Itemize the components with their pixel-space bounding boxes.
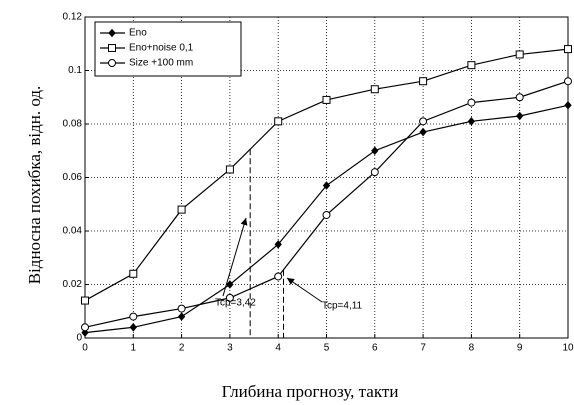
- y-tick-label: 0.02: [63, 279, 83, 290]
- data-point: [225, 165, 234, 174]
- data-point: [516, 111, 524, 121]
- y-tick-label: 0.04: [63, 226, 83, 237]
- legend-label: Eno+noise 0,1: [129, 43, 194, 54]
- x-axis-label: Глибина прогнозу, такти: [222, 382, 399, 401]
- plot-frame: [84, 16, 569, 339]
- y-tick-label: 0: [76, 333, 82, 344]
- data-point: [322, 181, 331, 190]
- data-point: [274, 240, 282, 249]
- data-point: [225, 293, 234, 302]
- legend-marker: [108, 28, 116, 38]
- data-point: [467, 98, 476, 107]
- annotation-arrow: [286, 277, 323, 303]
- data-point: [515, 93, 524, 102]
- data-point: [419, 77, 428, 86]
- y-tick-label: 0.1: [68, 65, 82, 76]
- x-tick-label: 3: [227, 343, 233, 354]
- annotation-text: Tcp=3,42: [215, 298, 256, 309]
- data-point: [322, 95, 331, 104]
- data-point: [564, 77, 572, 86]
- data-point: [564, 101, 572, 110]
- data-point: [81, 296, 89, 305]
- x-tick-label: 4: [275, 343, 281, 354]
- y-tick-label: 0.12: [63, 12, 83, 23]
- legend-box: [94, 21, 242, 77]
- data-point: [274, 272, 283, 281]
- legend-label: Size +100 mm: [129, 58, 193, 69]
- data-point: [274, 117, 283, 126]
- x-tick-label: 8: [469, 343, 475, 354]
- data-point: [129, 269, 138, 278]
- data-point: [467, 61, 476, 70]
- data-point: [177, 304, 186, 313]
- data-point: [129, 312, 138, 321]
- y-axis-label: Відносна похибка, відн. од.: [25, 86, 44, 285]
- data-point: [81, 323, 89, 332]
- data-point: [177, 312, 186, 321]
- x-tick-label: 7: [420, 343, 426, 354]
- x-tick-label: 6: [372, 343, 378, 354]
- x-tick-label: 5: [324, 343, 330, 354]
- x-tick-label: 10: [562, 343, 574, 354]
- legend-marker: [108, 59, 116, 67]
- data-point: [467, 117, 476, 126]
- data-point: [370, 85, 379, 94]
- data-point: [322, 210, 331, 219]
- data-point: [226, 280, 234, 289]
- data-point: [370, 168, 379, 177]
- y-tick-label: 0.08: [63, 119, 83, 130]
- annotation-arrow: [222, 217, 248, 297]
- data-point: [515, 50, 524, 59]
- data-point: [129, 323, 137, 332]
- y-tick-label: 0.06: [63, 172, 83, 183]
- data-point: [564, 45, 572, 54]
- data-point: [419, 117, 428, 126]
- x-tick-label: 0: [82, 343, 88, 354]
- annotation-text: Tcp=4,11: [322, 301, 363, 312]
- data-point: [371, 146, 379, 156]
- x-tick-label: 1: [131, 343, 137, 354]
- data-point: [419, 127, 427, 137]
- legend-label: Eno: [129, 28, 147, 39]
- x-tick-label: 9: [517, 343, 523, 354]
- legend-marker: [108, 44, 116, 52]
- data-point: [177, 205, 186, 214]
- x-tick-label: 2: [179, 343, 185, 354]
